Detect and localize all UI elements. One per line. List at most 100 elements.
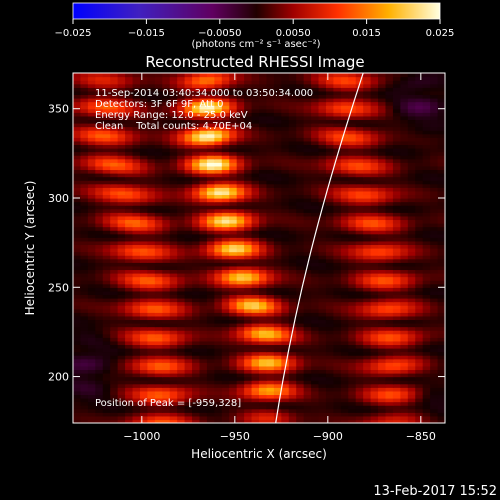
heatmap-cell bbox=[266, 126, 275, 131]
heatmap-cell bbox=[73, 183, 82, 188]
heatmap-cell bbox=[177, 308, 186, 313]
heatmap-cell bbox=[430, 194, 439, 199]
heatmap-cell bbox=[363, 90, 372, 96]
heatmap-cell bbox=[221, 180, 230, 185]
heatmap-cell bbox=[437, 105, 445, 110]
heatmap-cell bbox=[370, 355, 379, 360]
heatmap-cell bbox=[378, 233, 387, 238]
heatmap-cell bbox=[162, 237, 171, 242]
heatmap-cell bbox=[221, 226, 230, 231]
heatmap-cell bbox=[259, 355, 268, 360]
heatmap-cell bbox=[296, 394, 305, 399]
heatmap-cell bbox=[400, 233, 409, 238]
heatmap-cell bbox=[355, 365, 364, 371]
heatmap-cell bbox=[244, 365, 253, 371]
heatmap-cell bbox=[281, 212, 290, 217]
heatmap-cell bbox=[177, 333, 186, 338]
heatmap-cell bbox=[273, 323, 282, 328]
heatmap-cell bbox=[229, 212, 238, 217]
heatmap-cell bbox=[400, 365, 409, 371]
heatmap-cell bbox=[73, 215, 82, 221]
heatmap-cell bbox=[355, 205, 364, 210]
heatmap-cell bbox=[87, 280, 96, 285]
heatmap-cell bbox=[363, 419, 372, 423]
heatmap-cell bbox=[273, 76, 282, 81]
heatmap-cell bbox=[110, 405, 119, 410]
heatmap-cell bbox=[311, 190, 320, 196]
heatmap-cell bbox=[296, 269, 305, 274]
heatmap-cell bbox=[177, 165, 186, 171]
heatmap-cell bbox=[311, 362, 320, 367]
heatmap-cell bbox=[132, 233, 141, 238]
heatmap-cell bbox=[273, 376, 282, 381]
heatmap-cell bbox=[169, 80, 178, 85]
heatmap-cell bbox=[154, 415, 163, 421]
heatmap-cell bbox=[244, 140, 253, 146]
heatmap-cell bbox=[206, 123, 215, 128]
heatmap-cell bbox=[110, 240, 119, 246]
heatmap-cell bbox=[244, 90, 253, 96]
heatmap-cell bbox=[378, 376, 387, 381]
heatmap-cell bbox=[311, 401, 320, 406]
heatmap-cell bbox=[400, 323, 409, 328]
heatmap-cell bbox=[407, 148, 416, 153]
heatmap-cell bbox=[199, 380, 208, 385]
heatmap-cell bbox=[363, 83, 372, 88]
heatmap-cell bbox=[125, 294, 134, 299]
heatmap-cell bbox=[288, 101, 297, 106]
heatmap-cell bbox=[117, 280, 126, 285]
heatmap-cell bbox=[333, 358, 342, 363]
heatmap-cell bbox=[132, 198, 141, 203]
heatmap-cell bbox=[407, 226, 416, 231]
heatmap-cell bbox=[355, 358, 364, 363]
heatmap-cell bbox=[400, 98, 409, 103]
heatmap-cell bbox=[355, 258, 364, 263]
heatmap-cell bbox=[296, 287, 305, 292]
heatmap-cell bbox=[430, 148, 439, 153]
heatmap-cell bbox=[80, 265, 89, 271]
heatmap-cell bbox=[325, 373, 334, 378]
heatmap-cell bbox=[125, 330, 134, 335]
heatmap-cell bbox=[385, 330, 394, 335]
heatmap-cell bbox=[221, 369, 230, 374]
heatmap-cell bbox=[199, 140, 208, 146]
heatmap-cell bbox=[407, 201, 416, 206]
heatmap-cell bbox=[192, 173, 201, 178]
heatmap-cell bbox=[199, 201, 208, 206]
heatmap-cell bbox=[154, 280, 163, 285]
heatmap-cell bbox=[199, 98, 208, 103]
heatmap-cell bbox=[229, 258, 238, 263]
heatmap-cell bbox=[281, 258, 290, 263]
heatmap-cell bbox=[125, 201, 134, 206]
heatmap-cell bbox=[281, 244, 290, 249]
heatmap-cell bbox=[117, 298, 126, 303]
heatmap-cell bbox=[177, 126, 186, 131]
heatmap-cell bbox=[229, 94, 238, 99]
heatmap-cell bbox=[333, 348, 342, 353]
heatmap-cell bbox=[73, 237, 82, 242]
heatmap-cell bbox=[303, 365, 312, 371]
heatmap-cell bbox=[259, 123, 268, 128]
heatmap-cell bbox=[340, 369, 349, 374]
heatmap-cell bbox=[184, 94, 193, 99]
heatmap-cell bbox=[229, 387, 238, 392]
heatmap-cell bbox=[244, 223, 253, 228]
heatmap-cell bbox=[87, 90, 96, 96]
heatmap-cell bbox=[363, 262, 372, 267]
heatmap-cell bbox=[221, 108, 230, 113]
heatmap-cell bbox=[273, 305, 282, 310]
heatmap-cell bbox=[333, 273, 342, 278]
heatmap-cell bbox=[154, 112, 163, 117]
heatmap-cell bbox=[348, 390, 357, 396]
heatmap-cell bbox=[132, 155, 141, 160]
heatmap-cell bbox=[221, 294, 230, 299]
heatmap-cell bbox=[355, 98, 364, 103]
heatmap-cell bbox=[430, 305, 439, 310]
heatmap-cell bbox=[184, 269, 193, 274]
heatmap-cell bbox=[378, 362, 387, 367]
heatmap-cell bbox=[333, 162, 342, 167]
heatmap-cell bbox=[363, 287, 372, 292]
heatmap-cell bbox=[318, 298, 327, 303]
heatmap-cell bbox=[273, 269, 282, 274]
heatmap-cell bbox=[378, 112, 387, 117]
